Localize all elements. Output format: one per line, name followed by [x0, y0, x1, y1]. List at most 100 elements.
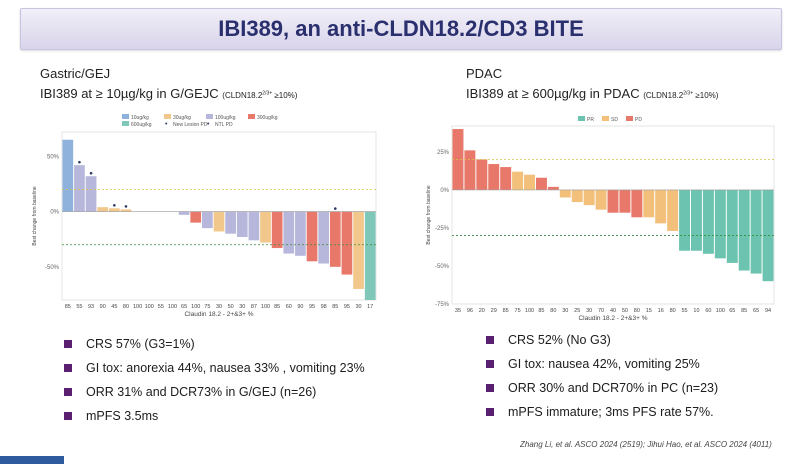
legend-marker: •: [165, 121, 168, 128]
left-subtitle-main: IBI389 at ≥ 10µg/kg in G/GEJC: [40, 86, 219, 101]
bullet-square: [486, 384, 494, 392]
legend-swatch: [578, 116, 585, 121]
bullet-square: [64, 364, 72, 372]
bullet-square: [64, 340, 72, 348]
bar: [619, 189, 631, 213]
bar: [679, 189, 691, 251]
legend-label: 30ug/kg: [173, 115, 191, 121]
bar: [524, 174, 536, 190]
bar: [571, 189, 583, 203]
x-tick-label: 96: [467, 308, 473, 314]
y-axis-label: Best change from baseline: [426, 185, 432, 244]
x-tick-label: 40: [610, 308, 616, 314]
legend-swatch: [602, 116, 609, 121]
bar: [341, 211, 353, 275]
bar: [283, 211, 295, 254]
bar: [225, 211, 236, 234]
x-tick-label: 93: [88, 304, 94, 310]
right-subtitle-paren: (CLDN18.22/3+ ≥10%): [643, 90, 719, 100]
bar: [559, 189, 571, 198]
x-tick-label: 30: [239, 304, 245, 310]
x-tick-label: 65: [753, 308, 759, 314]
right-waterfall-chart: PR SD PD 25% 0% -25% -50% -75% Best change from …: [426, 116, 775, 322]
x-tick-label: 80: [550, 308, 556, 314]
slide-title: IBI389, an anti-CLDN18.2/CD3 BITE: [218, 16, 584, 41]
x-tick-label: 55: [681, 308, 687, 314]
bar: [512, 171, 524, 190]
x-tick-label: 85: [503, 308, 509, 314]
legend-swatch: [206, 114, 213, 119]
bar: [607, 189, 619, 213]
legend-label: 100ug/kg: [215, 115, 236, 121]
x-tick-label: 100: [145, 304, 154, 310]
bar: [248, 211, 260, 241]
x-tick-label: 95: [344, 304, 350, 310]
bullet-item: mPFS 3.5ms: [64, 404, 365, 428]
legend-swatch: [248, 114, 255, 119]
bar: [62, 139, 74, 212]
bar: [535, 177, 547, 190]
x-tick-label: 85: [332, 304, 338, 310]
right-bullet-list: CRS 52% (No G3) GI tox: nausea 42%, vomi…: [486, 328, 718, 424]
x-tick-label: 30: [562, 308, 568, 314]
x-tick-label: 25: [574, 308, 580, 314]
x-tick-label: 75: [204, 304, 210, 310]
bar: [595, 189, 607, 210]
bullet-square: [486, 360, 494, 368]
bar: [464, 150, 476, 190]
bar: [643, 189, 655, 218]
bar: [202, 211, 213, 229]
x-tick-label: 80: [123, 304, 129, 310]
x-axis-label: Claudin 18.2 - 2+&3+ %: [184, 311, 253, 318]
x-tick-label: 30: [216, 304, 222, 310]
x-tick-label: 85: [741, 308, 747, 314]
x-tick-label: 87: [251, 304, 257, 310]
y-tick-label: -25%: [435, 226, 450, 232]
left-bullet-list: CRS 57% (G3=1%) GI tox: anorexia 44%, na…: [64, 332, 365, 428]
bar: [306, 211, 318, 262]
x-tick-label: 65: [729, 308, 735, 314]
x-tick-label: 98: [321, 304, 327, 310]
x-tick-label: 60: [286, 304, 292, 310]
bullet-item: ORR 31% and DCR73% in G/GEJ (n=26): [64, 380, 365, 404]
citation: Zhang Li, et al. ASCO 2024 (2519); Jihui…: [520, 440, 772, 449]
right-panel-subtitle: IBI389 at ≥ 600µg/kg in PDAC (CLDN18.22/…: [466, 86, 718, 101]
right-subtitle-main: IBI389 at ≥ 600µg/kg in PDAC: [466, 86, 640, 101]
x-tick-label: 85: [65, 304, 71, 310]
bullet-item: ORR 30% and DCR70% in PC (n=23): [486, 376, 718, 400]
right-panel-heading: PDAC: [466, 66, 503, 81]
x-tick-label: 20: [479, 308, 485, 314]
x-tick-label: 29: [491, 308, 497, 314]
pd-marker: [113, 203, 116, 207]
y-tick-label: -50%: [45, 265, 60, 271]
x-tick-label: 35: [455, 308, 461, 314]
legend-swatch: [626, 116, 633, 121]
legend-label: 10ug/kg: [131, 115, 149, 121]
bar: [738, 189, 750, 271]
x-tick-label: 80: [634, 308, 640, 314]
x-tick-label: 90: [297, 304, 303, 310]
bar: [547, 186, 559, 190]
footer-accent-bar: [0, 456, 64, 464]
x-tick-label: 30: [586, 308, 592, 314]
x-tick-label: 16: [658, 308, 664, 314]
x-tick-label: 100: [525, 308, 534, 314]
y-tick-label: 50%: [47, 154, 60, 160]
bar: [631, 189, 643, 218]
x-tick-label: 45: [111, 304, 117, 310]
bar: [74, 165, 85, 212]
x-tick-label: 30: [355, 304, 361, 310]
pd-marker: [333, 207, 337, 210]
legend-label: 300ug/kg: [257, 115, 278, 121]
bullet-square: [64, 412, 72, 420]
bar: [476, 159, 488, 190]
y-tick-label: 0%: [440, 188, 449, 194]
x-tick-label: 94: [765, 308, 771, 314]
bar: [726, 189, 738, 263]
bullet-item: GI tox: nausea 42%, vomiting 25%: [486, 352, 718, 376]
bar: [178, 211, 190, 215]
legend-swatch: [122, 121, 129, 126]
pd-marker: [89, 171, 93, 175]
bar: [295, 211, 306, 256]
